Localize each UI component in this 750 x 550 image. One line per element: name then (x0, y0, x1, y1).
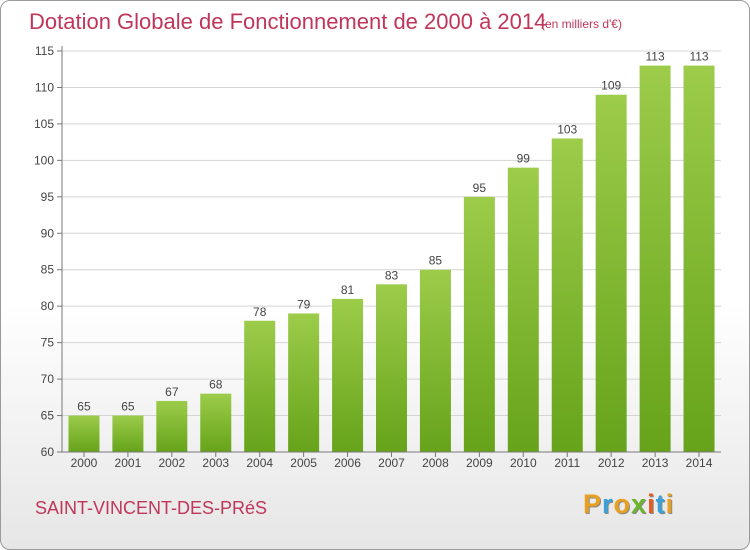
y-tick-label: 80 (41, 299, 55, 313)
chart-subtitle: (en milliers d'€) (541, 17, 622, 31)
y-tick-label: 65 (41, 409, 55, 423)
bar[interactable] (419, 269, 451, 452)
bar[interactable] (683, 65, 715, 452)
bar[interactable] (112, 415, 144, 452)
bar[interactable] (639, 65, 671, 452)
x-tick-label: 2012 (598, 456, 625, 470)
y-tick-label: 95 (41, 190, 55, 204)
y-tick-label: 90 (41, 226, 55, 240)
chart-title: Dotation Globale de Fonctionnement de 20… (29, 9, 547, 34)
x-tick-label: 2000 (71, 456, 98, 470)
bar-value-label: 83 (385, 268, 399, 282)
y-tick-label: 115 (35, 44, 54, 58)
y-tick-label: 105 (34, 117, 54, 131)
y-tick-label: 75 (41, 336, 55, 350)
bar-value-label: 65 (121, 400, 135, 414)
x-tick-label: 2007 (378, 456, 405, 470)
y-tick-label: 70 (41, 372, 55, 386)
bar-value-label: 109 (601, 79, 621, 93)
bar-value-label: 95 (473, 181, 487, 195)
commune-name: SAINT-VINCENT-DES-PRéS (35, 498, 268, 518)
logo-letter: t (655, 489, 666, 519)
logo-letter: i (647, 489, 656, 519)
x-tick-label: 2008 (422, 456, 449, 470)
bar-value-label: 113 (689, 50, 708, 64)
bar-value-label: 99 (517, 152, 531, 166)
bar[interactable] (463, 196, 495, 452)
axes (57, 46, 721, 457)
bar-value-label: 113 (646, 50, 665, 64)
bar-value-label: 81 (341, 283, 355, 297)
bar[interactable] (332, 298, 364, 452)
proxiti-logo[interactable]: Proxiti (583, 489, 674, 520)
bar[interactable] (376, 284, 407, 452)
y-tick-label: 100 (34, 153, 54, 167)
bar-value-label: 65 (77, 400, 91, 414)
y-tick-label: 60 (41, 445, 55, 459)
x-tick-label: 2004 (246, 456, 273, 470)
x-tick-label: 2002 (158, 456, 185, 470)
x-tick-label: 2003 (202, 456, 229, 470)
bar-value-label: 85 (429, 254, 443, 268)
bars (68, 65, 715, 452)
x-tick-label: 2001 (115, 456, 142, 470)
bar[interactable] (68, 415, 100, 452)
bar[interactable] (244, 320, 276, 452)
bar-value-label: 68 (209, 378, 223, 392)
logo-letter: i (665, 489, 675, 519)
bar-value-label: 79 (297, 297, 311, 311)
bar-value-label: 103 (557, 122, 577, 136)
bar[interactable] (551, 138, 583, 452)
logo-letter: P (583, 489, 603, 519)
x-tick-label: 2014 (686, 456, 713, 470)
x-tick-label: 2010 (510, 456, 537, 470)
bar[interactable] (200, 393, 232, 452)
x-tick-label: 2006 (334, 456, 361, 470)
bar[interactable] (507, 167, 539, 452)
x-tick-label: 2005 (290, 456, 317, 470)
bar-value-label: 67 (165, 385, 179, 399)
x-tick-label: 2009 (466, 456, 493, 470)
y-tick-label: 110 (35, 80, 54, 94)
bar[interactable] (595, 94, 627, 452)
y-tick-label: 85 (41, 263, 55, 277)
x-tick-label: 2011 (554, 456, 580, 470)
bar[interactable] (288, 313, 320, 452)
x-tick-label: 2013 (642, 456, 669, 470)
bar-value-label: 78 (253, 305, 267, 319)
logo-letter: o (613, 489, 632, 519)
labels: 60 65 70 75 80 85 90 95 100 105 110 115 65 2000 65 2001… (34, 44, 713, 470)
logo-letter: x (631, 489, 648, 519)
bar[interactable] (156, 400, 188, 452)
logo-letter: r (602, 489, 614, 519)
